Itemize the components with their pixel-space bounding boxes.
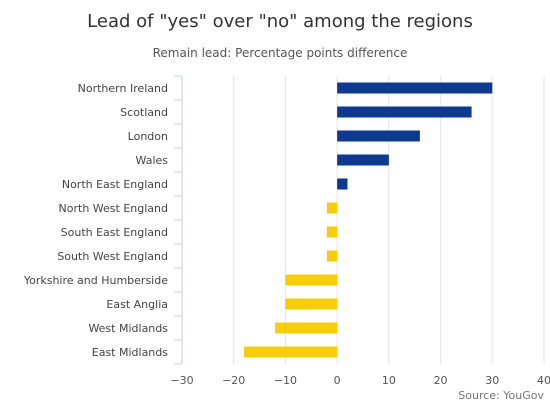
bar-london [337, 130, 420, 142]
category-label: Wales [136, 154, 169, 167]
bar-south-west-england [326, 250, 338, 262]
category-label: Northern Ireland [78, 82, 168, 95]
x-axis: −30 −20 −10 0 10 20 30 40 [170, 374, 550, 387]
category-label: North East England [62, 178, 168, 191]
bar-wales [337, 154, 389, 166]
category-labels: Northern Ireland Scotland London Wales North… [23, 82, 168, 359]
x-tick-label: −30 [170, 374, 193, 387]
chart-title: Lead of "yes" over "no" among the region… [87, 11, 473, 32]
x-tick-label: −20 [222, 374, 245, 387]
bars [244, 82, 493, 358]
source-credit: Source: YouGov [458, 389, 544, 402]
category-label: East Anglia [106, 298, 168, 311]
bar-south-east-england [326, 226, 338, 238]
category-label: Scotland [120, 106, 168, 119]
bar-yorkshire-and-humberside [285, 274, 338, 286]
category-label: South West England [57, 250, 168, 263]
category-label: London [128, 130, 168, 143]
category-label: East Midlands [92, 346, 169, 359]
bar-north-east-england [337, 178, 348, 190]
category-label: Yorkshire and Humberside [23, 274, 168, 287]
bar-scotland [337, 106, 472, 118]
bar-northern-ireland [337, 82, 493, 94]
category-label: North West England [59, 202, 168, 215]
x-tick-label: 40 [537, 374, 550, 387]
x-tick-label: 0 [334, 374, 341, 387]
bar-north-west-england [326, 202, 338, 214]
gridlines [174, 75, 545, 365]
x-tick-label: 10 [382, 374, 396, 387]
bar-west-midlands [275, 322, 338, 334]
category-label: West Midlands [88, 322, 168, 335]
x-tick-label: 20 [434, 374, 448, 387]
x-tick-label: 30 [485, 374, 499, 387]
chart-subtitle: Remain lead: Percentage points differenc… [153, 46, 408, 60]
bar-east-midlands [244, 346, 338, 358]
category-label: South East England [61, 226, 168, 239]
bar-east-anglia [285, 298, 338, 310]
x-tick-label: −10 [274, 374, 297, 387]
